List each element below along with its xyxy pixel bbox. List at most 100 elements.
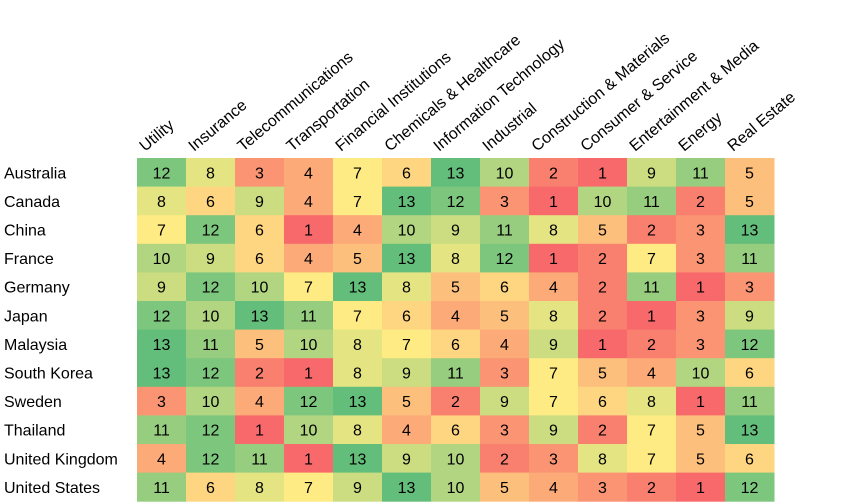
heatmap-cell-china-telecommunications — [235, 215, 285, 245]
heatmap-cell-united-states-information-technology — [431, 472, 481, 502]
cell-value-thailand-construction-and-materials: 9 — [549, 423, 558, 440]
cell-value-france-entertainment-and-media: 7 — [647, 251, 656, 268]
cell-value-thailand-consumer-and-service: 2 — [598, 423, 607, 440]
cell-value-germany-energy: 1 — [696, 280, 705, 297]
cell-value-united-kingdom-consumer-and-service: 8 — [598, 451, 607, 468]
cell-value-china-real-estate: 13 — [741, 223, 759, 240]
row-label-france: France — [4, 251, 54, 268]
cell-value-japan-industrial: 5 — [500, 308, 509, 325]
heatmap-cell-sweden-industrial — [480, 386, 530, 416]
cell-value-japan-information-technology: 4 — [451, 308, 460, 325]
heatmap-cell-germany-construction-and-materials — [529, 272, 579, 302]
heatmap-cell-australia-consumer-and-service — [578, 158, 628, 188]
heatmap-cell-australia-entertainment-and-media — [627, 158, 677, 188]
heatmap-cell-france-transportation — [284, 243, 334, 273]
cell-value-china-transportation: 1 — [304, 223, 313, 240]
cell-value-south-korea-information-technology: 11 — [447, 366, 464, 383]
heatmap-cell-japan-consumer-and-service — [578, 301, 628, 331]
cell-value-sweden-real-estate: 11 — [741, 394, 758, 411]
cell-value-south-korea-real-estate: 6 — [745, 366, 754, 383]
heatmap-cell-china-utility — [137, 215, 187, 245]
heatmap-cells: 12 8 3 4 7 6 13 10 2 1 9 11 58 6 9 4 7 13 12 3 1 10 11 2 57 12 6 1 4… — [137, 158, 775, 502]
heatmap-cell-france-utility — [137, 243, 187, 273]
heatmap-cell-canada-insurance — [186, 186, 236, 216]
cell-value-france-energy: 3 — [696, 251, 705, 268]
cell-value-germany-industrial: 6 — [500, 280, 509, 297]
cell-value-sweden-industrial: 9 — [500, 394, 509, 411]
heatmap-cell-canada-consumer-and-service — [578, 186, 628, 216]
heatmap-cell-thailand-energy — [676, 415, 726, 445]
heatmap-cell-thailand-information-technology — [431, 415, 481, 445]
heatmap-cell-united-kingdom-consumer-and-service — [578, 444, 628, 474]
cell-value-thailand-transportation: 10 — [300, 423, 318, 440]
cell-value-sweden-utility: 3 — [157, 394, 166, 411]
cell-value-germany-financial-institutions: 13 — [349, 280, 367, 297]
heatmap-cell-united-kingdom-financial-institutions — [333, 444, 383, 474]
heatmap-cell-thailand-real-estate — [725, 415, 775, 445]
column-label-real-estate: Real Estate — [725, 89, 799, 155]
heatmap-cell-japan-transportation — [284, 301, 334, 331]
heatmap-cell-united-states-construction-and-materials — [529, 472, 579, 502]
heatmap-cell-china-consumer-and-service — [578, 215, 628, 245]
heatmap-cell-germany-real-estate — [725, 272, 775, 302]
heatmap-cell-malaysia-information-technology — [431, 329, 481, 359]
cell-value-united-kingdom-transportation: 1 — [304, 451, 313, 468]
heatmap-cell-germany-utility — [137, 272, 187, 302]
heatmap-cell-australia-transportation — [284, 158, 334, 188]
cell-value-united-states-construction-and-materials: 4 — [549, 480, 558, 497]
cell-value-china-telecommunications: 6 — [255, 223, 264, 240]
heatmap-cell-malaysia-telecommunications — [235, 329, 285, 359]
cell-value-australia-utility: 12 — [153, 165, 171, 182]
cell-value-japan-construction-and-materials: 8 — [549, 308, 558, 325]
cell-value-malaysia-information-technology: 6 — [451, 337, 460, 354]
heatmap-cell-united-kingdom-utility — [137, 444, 187, 474]
cell-value-malaysia-chemicals-and-healthcare: 7 — [402, 337, 411, 354]
cell-value-sweden-entertainment-and-media: 8 — [647, 394, 656, 411]
heatmap-cell-france-information-technology — [431, 243, 481, 273]
heatmap-cell-canada-energy — [676, 186, 726, 216]
cell-value-china-financial-institutions: 4 — [353, 223, 362, 240]
heatmap-cell-germany-transportation — [284, 272, 334, 302]
cell-value-thailand-telecommunications: 1 — [255, 423, 264, 440]
cell-value-japan-insurance: 10 — [202, 308, 220, 325]
heatmap-cell-china-financial-institutions — [333, 215, 383, 245]
cell-value-sweden-transportation: 12 — [300, 394, 318, 411]
heatmap-cell-south-korea-energy — [676, 358, 726, 388]
cell-value-malaysia-financial-institutions: 8 — [353, 337, 362, 354]
heatmap-cell-france-construction-and-materials — [529, 243, 579, 273]
heatmap-cell-united-states-consumer-and-service — [578, 472, 628, 502]
heatmap-cell-germany-information-technology — [431, 272, 481, 302]
cell-value-canada-construction-and-materials: 1 — [549, 194, 558, 211]
row-label-united-kingdom: United Kingdom — [4, 451, 118, 468]
cell-value-united-states-insurance: 6 — [206, 480, 215, 497]
heatmap-cell-malaysia-industrial — [480, 329, 530, 359]
cell-value-united-states-real-estate: 12 — [741, 480, 759, 497]
heatmap-cell-united-kingdom-telecommunications — [235, 444, 285, 474]
row-label-south-korea: South Korea — [4, 366, 93, 383]
heatmap-cell-malaysia-utility — [137, 329, 187, 359]
heatmap-cell-france-consumer-and-service — [578, 243, 628, 273]
cell-value-united-states-consumer-and-service: 3 — [598, 480, 607, 497]
cell-value-united-states-information-technology: 10 — [447, 480, 465, 497]
cell-value-south-korea-entertainment-and-media: 4 — [647, 366, 656, 383]
heatmap-cell-south-korea-utility — [137, 358, 187, 388]
cell-value-south-korea-telecommunications: 2 — [255, 366, 264, 383]
cell-value-canada-chemicals-and-healthcare: 13 — [398, 194, 416, 211]
heatmap-cell-thailand-financial-institutions — [333, 415, 383, 445]
heatmap-cell-japan-energy — [676, 301, 726, 331]
heatmap-cell-south-korea-real-estate — [725, 358, 775, 388]
cell-value-united-states-telecommunications: 8 — [255, 480, 264, 497]
cell-value-united-states-financial-institutions: 9 — [353, 480, 362, 497]
cell-value-japan-utility: 12 — [153, 308, 171, 325]
cell-value-united-kingdom-financial-institutions: 13 — [349, 451, 367, 468]
heatmap-cell-thailand-utility — [137, 415, 187, 445]
cell-value-malaysia-utility: 13 — [153, 337, 171, 354]
cell-value-australia-insurance: 8 — [206, 165, 215, 182]
heatmap-cell-south-korea-insurance — [186, 358, 236, 388]
heatmap-cell-australia-energy — [676, 158, 726, 188]
heatmap-cell-japan-information-technology — [431, 301, 481, 331]
cell-value-sweden-telecommunications: 4 — [255, 394, 264, 411]
heatmap-cell-malaysia-construction-and-materials — [529, 329, 579, 359]
heatmap-cell-germany-energy — [676, 272, 726, 302]
